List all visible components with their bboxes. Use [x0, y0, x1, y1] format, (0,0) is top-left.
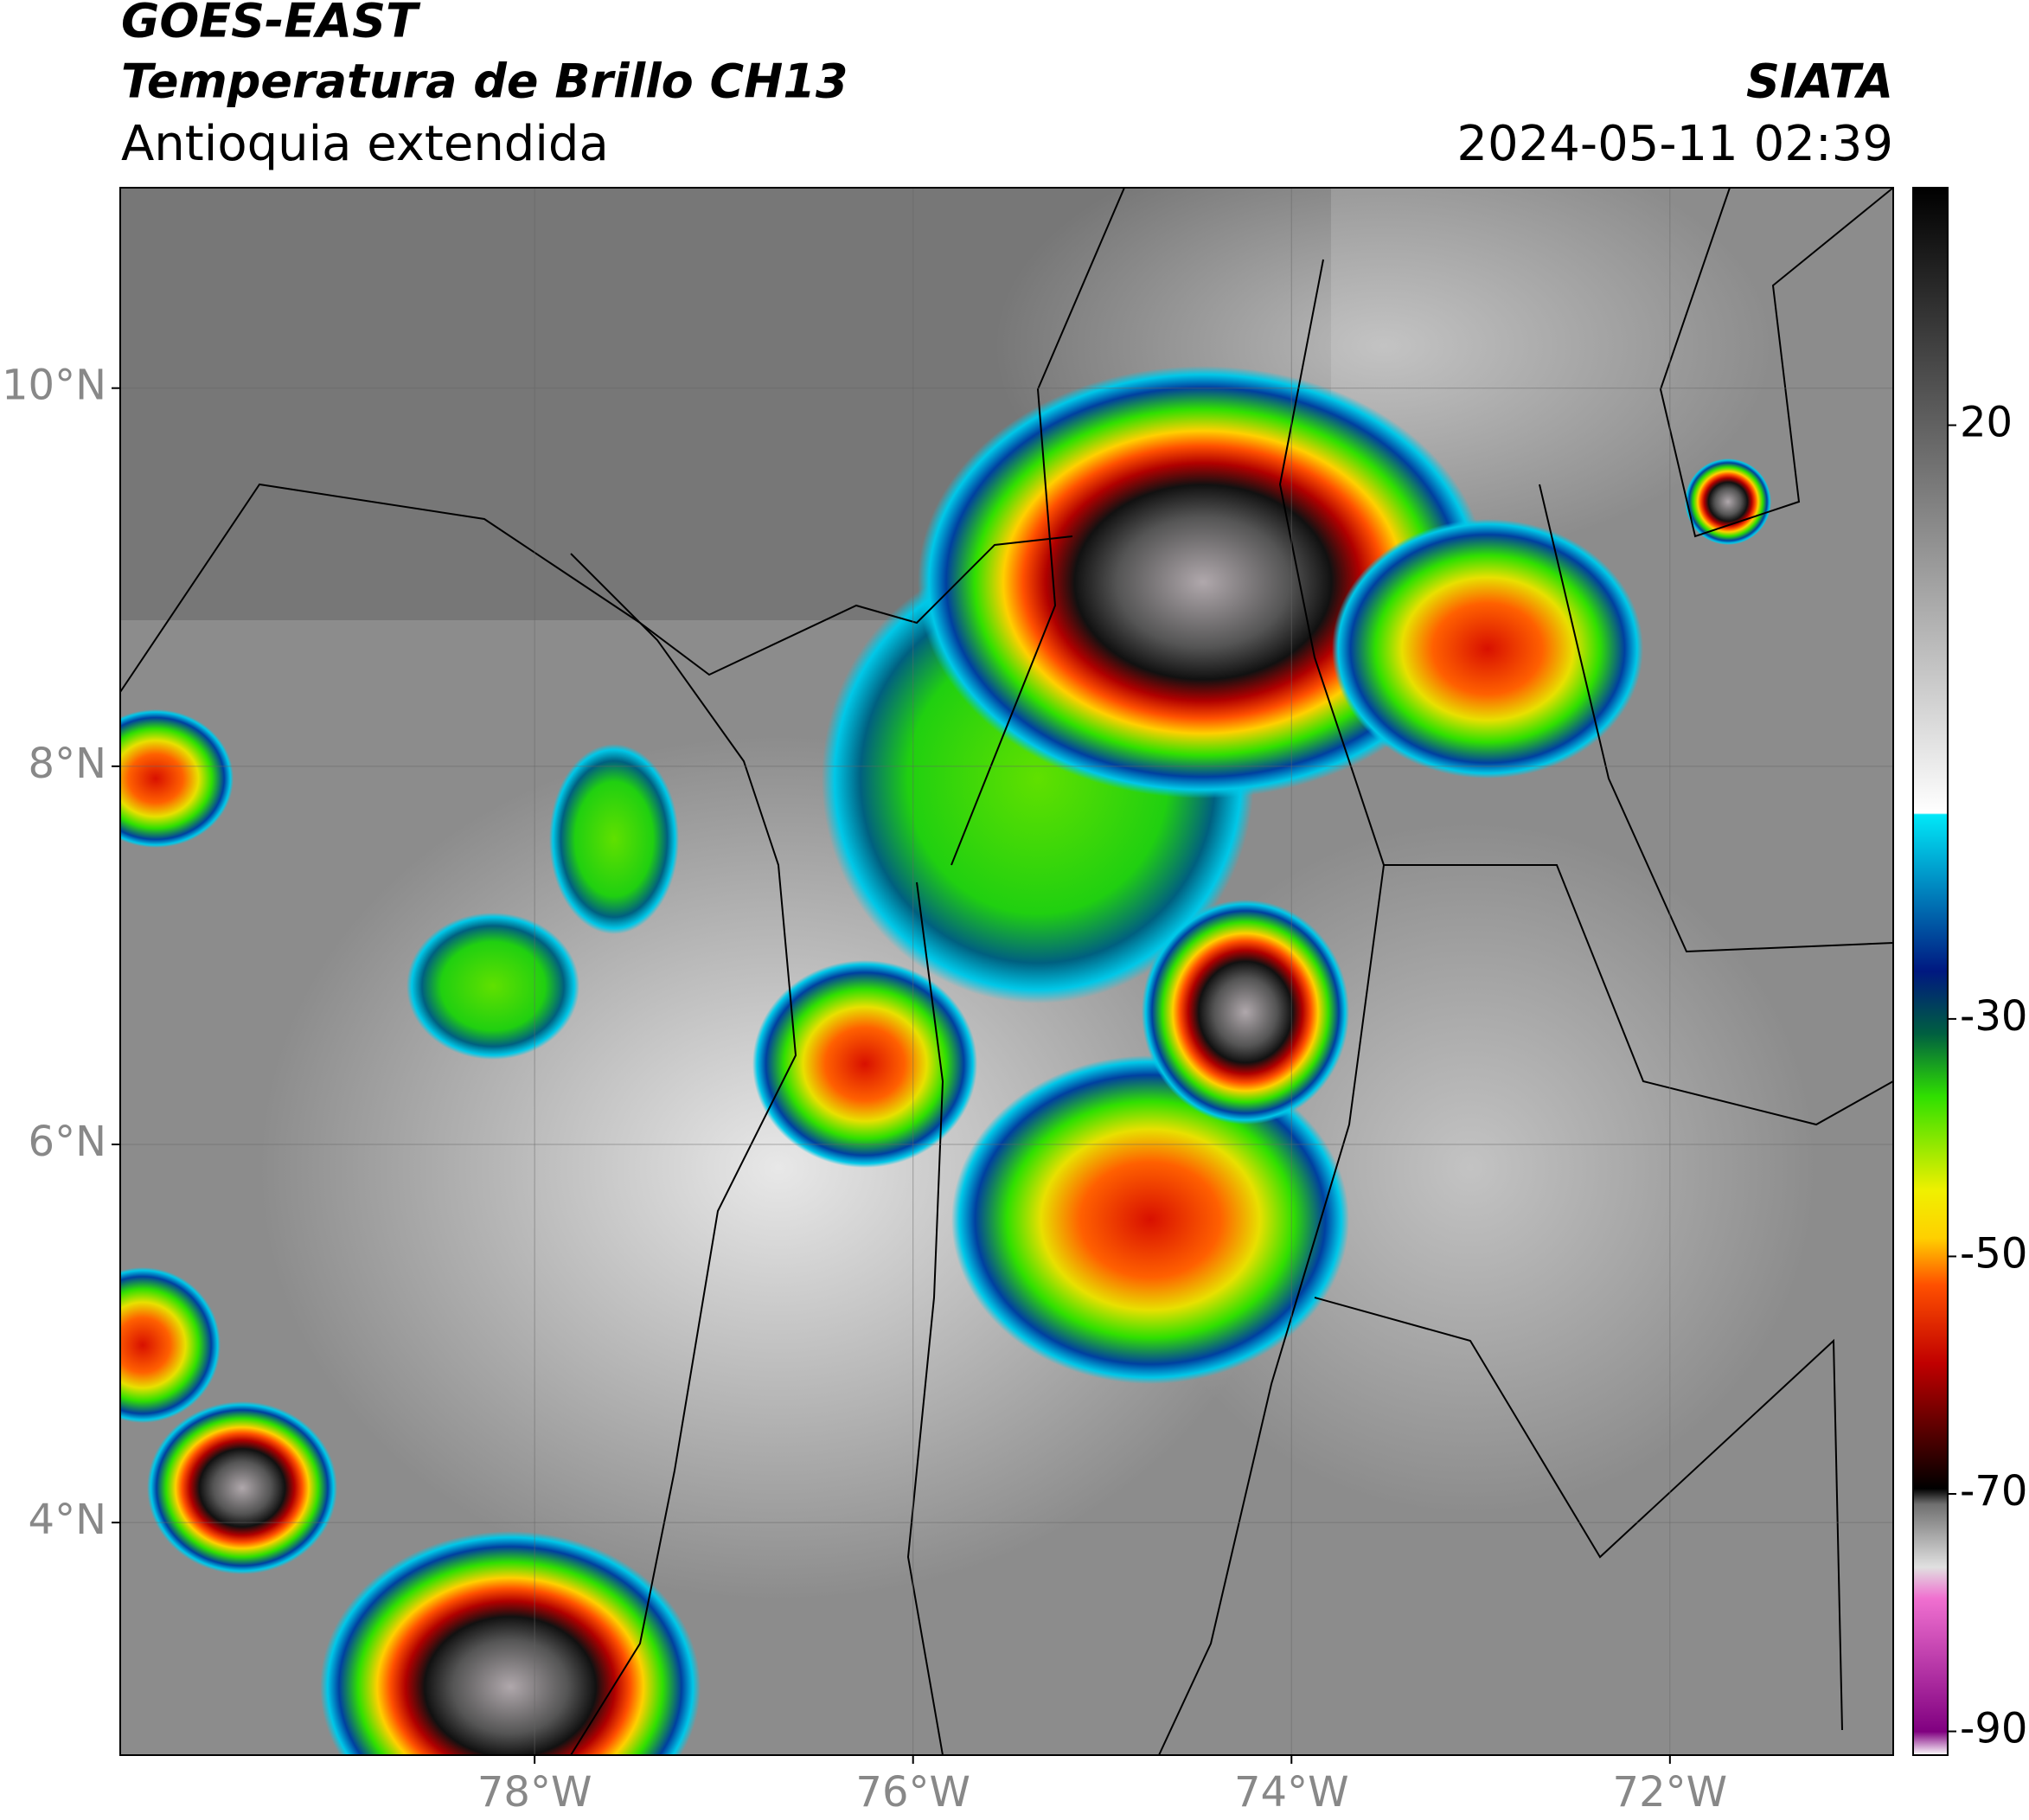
- x-tick-label: 76°W: [855, 1768, 970, 1817]
- satellite-image: [120, 188, 1893, 1755]
- datetime: 2024-05-11 02:39: [1456, 116, 1893, 172]
- colorbar-tick-label: -50: [1960, 1229, 2027, 1278]
- source-title: SIATA: [1746, 54, 1893, 109]
- x-tick-label: 72°W: [1613, 1768, 1728, 1817]
- y-tick-label: 8°N: [29, 740, 106, 788]
- x-tick-label: 78°W: [477, 1768, 592, 1817]
- colorbar-tick-label: 20: [1960, 399, 2013, 447]
- colorbar-tick-label: -90: [1960, 1705, 2027, 1753]
- graticule: [120, 188, 1893, 1755]
- y-tick-label: 6°N: [29, 1118, 106, 1166]
- colorbar-tick-label: -70: [1960, 1467, 2027, 1516]
- colorbar: [1912, 187, 1949, 1756]
- y-tick-label: 10°N: [2, 362, 106, 410]
- region-subtitle: Antioquia extendida: [121, 116, 609, 172]
- x-tick-label: 74°W: [1234, 1768, 1349, 1817]
- y-tick-label: 4°N: [29, 1496, 106, 1544]
- product-title: Temperatura de Brillo CH13: [121, 54, 848, 109]
- satellite-title: GOES-EAST: [121, 0, 421, 48]
- map-frame: [119, 187, 1894, 1756]
- colorbar-tick-label: -30: [1960, 992, 2027, 1041]
